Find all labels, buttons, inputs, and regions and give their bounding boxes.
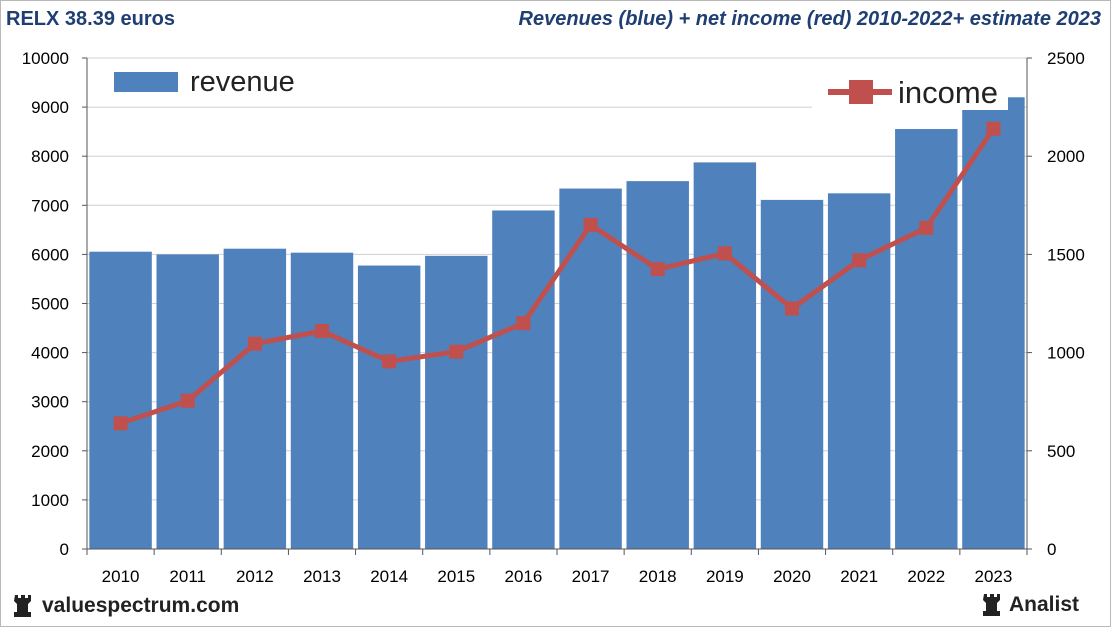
income-marker <box>516 316 531 331</box>
rook-icon <box>982 594 1000 616</box>
chart-title: Revenues (blue) + net income (red) 2010-… <box>518 8 1102 30</box>
y-left-tick-label: 10000 <box>22 49 69 68</box>
revenue-bar <box>223 248 287 549</box>
site-label: valuespectrum.com <box>42 594 240 617</box>
revenue-bar <box>357 265 421 549</box>
y-left-tick-label: 7000 <box>31 196 69 215</box>
x-tick-label: 2013 <box>303 567 341 586</box>
y-right-tick-label: 500 <box>1047 442 1075 461</box>
revenue-legend-swatch <box>114 72 178 92</box>
income-marker <box>986 121 1001 136</box>
y-left-tick-label: 8000 <box>31 147 69 166</box>
income-marker <box>852 253 867 268</box>
y-right-tick-label: 0 <box>1047 540 1056 559</box>
revenue-bar <box>760 199 824 550</box>
income-marker <box>382 354 397 369</box>
income-marker <box>315 323 329 338</box>
x-tick-label: 2017 <box>572 567 610 586</box>
y-left-tick-label: 9000 <box>31 98 69 117</box>
y-left-tick-label: 6000 <box>31 245 69 264</box>
brand-label: Analist <box>1008 593 1079 616</box>
income-marker <box>583 217 598 232</box>
x-tick-label: 2020 <box>773 567 811 586</box>
y-left-tick-label: 3000 <box>31 393 69 412</box>
x-tick-label: 2023 <box>975 567 1013 586</box>
income-legend-label: income <box>898 75 998 110</box>
income-marker <box>449 344 464 359</box>
rook-icon <box>14 595 31 617</box>
y-right-tick-label: 1000 <box>1047 344 1085 363</box>
x-tick-label: 2016 <box>505 567 543 586</box>
revenue-bar <box>559 188 622 550</box>
x-tick-label: 2018 <box>639 567 677 586</box>
x-tick-label: 2011 <box>169 567 206 586</box>
revenue-legend-label: revenue <box>190 66 295 98</box>
x-tick-label: 2012 <box>236 567 274 586</box>
income-marker <box>113 416 128 431</box>
revenue-bar <box>962 97 1025 549</box>
footer-site[interactable]: valuespectrum.com <box>12 593 239 619</box>
x-tick-label: 2014 <box>370 567 408 586</box>
income-marker <box>650 262 665 277</box>
income-marker <box>919 220 934 235</box>
income-marker <box>785 301 799 316</box>
y-right-tick-label: 2000 <box>1047 147 1085 166</box>
y-right-tick-label: 2500 <box>1047 49 1085 68</box>
revenue-bar <box>626 181 689 549</box>
x-tick-label: 2022 <box>907 567 945 586</box>
x-tick-label: 2010 <box>102 567 140 586</box>
x-tick-label: 2015 <box>437 567 475 586</box>
revenue-bar <box>425 255 488 549</box>
revenue-bar <box>492 210 555 549</box>
income-legend-marker <box>849 80 873 104</box>
y-left-tick-label: 1000 <box>31 491 69 510</box>
y-left-tick-label: 4000 <box>31 344 69 363</box>
x-tick-label: 2019 <box>706 567 744 586</box>
y-right-tick-label: 1500 <box>1047 245 1085 264</box>
income-marker <box>247 336 262 351</box>
y-left-tick-label: 0 <box>60 540 69 559</box>
income-marker <box>717 246 732 261</box>
y-left-tick-label: 2000 <box>31 442 69 461</box>
revenue-bar <box>827 193 891 550</box>
revenue-bar <box>693 162 757 549</box>
x-tick-label: 2021 <box>840 567 878 586</box>
revenue-bar <box>89 251 152 549</box>
income-line <box>119 127 996 426</box>
income-marker <box>180 393 195 408</box>
footer-brand[interactable]: Analist <box>976 592 1083 618</box>
revenue-bar <box>290 252 354 549</box>
y-left-tick-label: 5000 <box>31 295 69 314</box>
stock-title: RELX 38.39 euros <box>6 8 175 30</box>
